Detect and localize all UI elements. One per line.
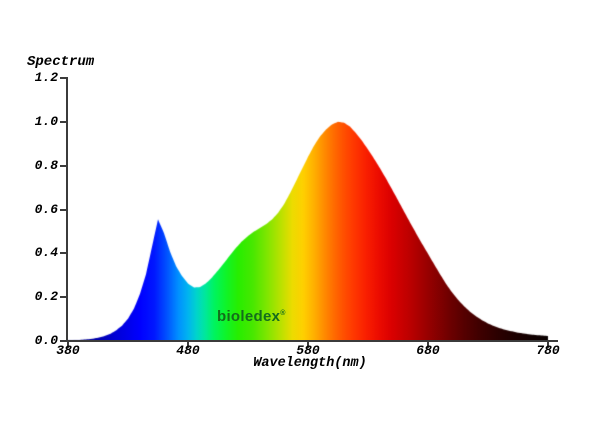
y-tick-label-0-4: 0.4 [34, 245, 58, 260]
y-tickmark [60, 252, 67, 254]
bioledex-logo: bioledex® [217, 308, 286, 325]
x-tickmark [187, 342, 189, 348]
y-axis-line [66, 77, 68, 342]
x-tickmark [547, 342, 549, 348]
y-tickmark [60, 296, 67, 298]
y-tick-label-1-2: 1.2 [34, 70, 58, 85]
registered-trademark-icon: ® [280, 310, 286, 317]
x-tickmark [67, 342, 69, 348]
y-tick-label-0-6: 0.6 [34, 202, 58, 217]
y-tickmark [60, 165, 67, 167]
x-tick-label-380: 380 [56, 343, 80, 358]
y-tickmark [60, 77, 67, 79]
y-tickmark [60, 121, 67, 123]
y-tick-label-0-0: 0.0 [34, 333, 58, 348]
x-tick-label-780: 780 [536, 343, 560, 358]
x-axis-title: Wavelength(nm) [253, 356, 367, 371]
y-tick-label-1-0: 1.0 [34, 114, 58, 129]
x-tick-label-480: 480 [176, 343, 200, 358]
x-tickmark [427, 342, 429, 348]
y-tickmark [60, 209, 67, 211]
x-tick-label-580: 580 [296, 343, 320, 358]
chart-title: Spectrum [27, 54, 95, 70]
x-tickmark [307, 342, 309, 348]
x-tick-label-680: 680 [416, 343, 440, 358]
y-tick-label-0-8: 0.8 [34, 158, 58, 173]
x-axis-line [66, 340, 558, 342]
bioledex-logo-text: bioledex [217, 308, 281, 325]
y-tickmark [60, 340, 67, 342]
y-tick-label-0-2: 0.2 [34, 289, 58, 304]
